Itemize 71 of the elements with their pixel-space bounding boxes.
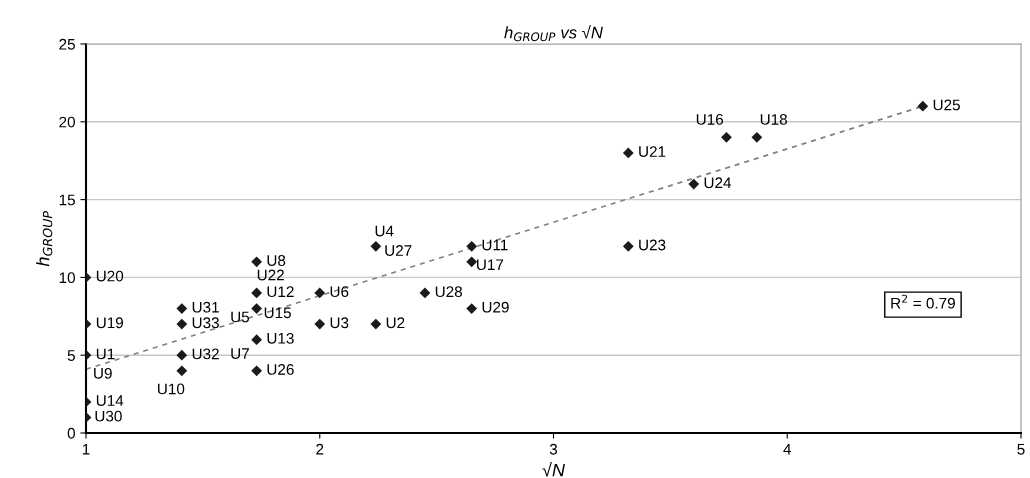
annotation: U23 <box>639 239 666 251</box>
annotation: U5 <box>231 311 250 323</box>
point <box>176 303 188 314</box>
point <box>314 318 326 330</box>
y-tick-label: 25 <box>59 38 75 50</box>
x-tick-label: 5 <box>1017 443 1025 455</box>
point <box>721 131 732 143</box>
point <box>176 365 188 377</box>
y-tick-label: 20 <box>59 116 75 128</box>
annotation: U10 <box>158 383 185 395</box>
annotation: U27 <box>385 245 412 256</box>
point <box>251 334 263 346</box>
point <box>176 349 188 361</box>
annotation: U22 <box>257 269 284 281</box>
annotation: U21 <box>639 146 666 158</box>
annotation: U30 <box>95 410 122 422</box>
annotation: R$^{2}$ = 0.79 <box>891 294 955 309</box>
chart-title: h$_{GROUP}$ vs √N <box>504 25 603 42</box>
annotation: U33 <box>192 317 219 329</box>
annotation: U8 <box>267 255 286 266</box>
annotation: U28 <box>435 286 463 298</box>
annotation: U15 <box>264 307 291 319</box>
annotation: U9 <box>94 367 112 379</box>
annotation: U26 <box>267 364 294 375</box>
annotation: U20 <box>96 270 124 282</box>
y-tick-label: 5 <box>67 350 75 361</box>
point <box>751 131 763 143</box>
annotation: U11 <box>482 239 508 251</box>
annotation: U25 <box>933 99 960 111</box>
point <box>314 287 326 299</box>
annotation: U4 <box>375 225 394 237</box>
annotation: U13 <box>267 332 294 344</box>
annotation: U32 <box>192 348 219 360</box>
annotation: U16 <box>696 113 724 125</box>
point <box>251 303 263 314</box>
point <box>622 240 634 252</box>
point <box>622 147 634 159</box>
annotation: U2 <box>386 317 405 329</box>
point <box>370 240 382 252</box>
point <box>466 240 478 252</box>
annotation: U17 <box>477 259 504 271</box>
point <box>466 303 478 314</box>
y-axis-title: h$_{GROUP}$ <box>36 210 53 267</box>
x-axis-title: √N <box>542 462 565 477</box>
point <box>466 256 478 268</box>
point <box>419 287 431 299</box>
x-tick-label: 4 <box>783 443 792 455</box>
x-tick-label: 1 <box>82 443 90 455</box>
y-tick-label: 0 <box>67 427 75 439</box>
point <box>251 256 263 268</box>
annotation: U7 <box>231 348 249 360</box>
annotation: U6 <box>330 286 349 298</box>
annotation: U31 <box>192 301 219 313</box>
annotation: U18 <box>760 113 787 125</box>
annotation: U29 <box>482 301 509 313</box>
point <box>176 318 188 330</box>
y-tick-label: 10 <box>59 272 75 284</box>
x-tick-label: 3 <box>549 443 558 455</box>
point <box>688 178 700 190</box>
annotation: U24 <box>704 177 732 189</box>
annotation: U3 <box>330 317 349 329</box>
point <box>251 287 263 299</box>
annotation: U19 <box>96 317 124 329</box>
annotation: U14 <box>96 395 124 406</box>
x-tick-label: 2 <box>316 443 324 455</box>
point <box>251 365 263 377</box>
annotation: U12 <box>267 286 294 298</box>
point <box>917 100 929 112</box>
annotation: U1 <box>96 348 115 360</box>
point <box>370 318 382 330</box>
y-tick-label: 15 <box>59 194 75 206</box>
